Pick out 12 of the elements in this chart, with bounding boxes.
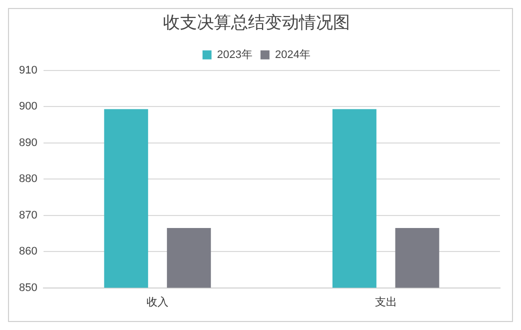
x-tick-label: 收入 — [146, 295, 169, 308]
y-tick-label: 890 — [18, 136, 38, 149]
y-tick-label: 850 — [18, 282, 38, 294]
y-tick-label: 900 — [18, 100, 38, 113]
y-tick-label: 860 — [18, 246, 38, 258]
legend-label: 2023年 — [217, 48, 253, 61]
y-tick-label: 870 — [18, 209, 38, 222]
y-tick-label: 910 — [18, 64, 38, 76]
legend-label: 2024年 — [275, 48, 310, 61]
chart-title: 收支决算总结变动情况图 — [163, 12, 350, 32]
y-tick-label: 880 — [18, 173, 38, 186]
x-tick-label: 支出 — [374, 295, 397, 308]
